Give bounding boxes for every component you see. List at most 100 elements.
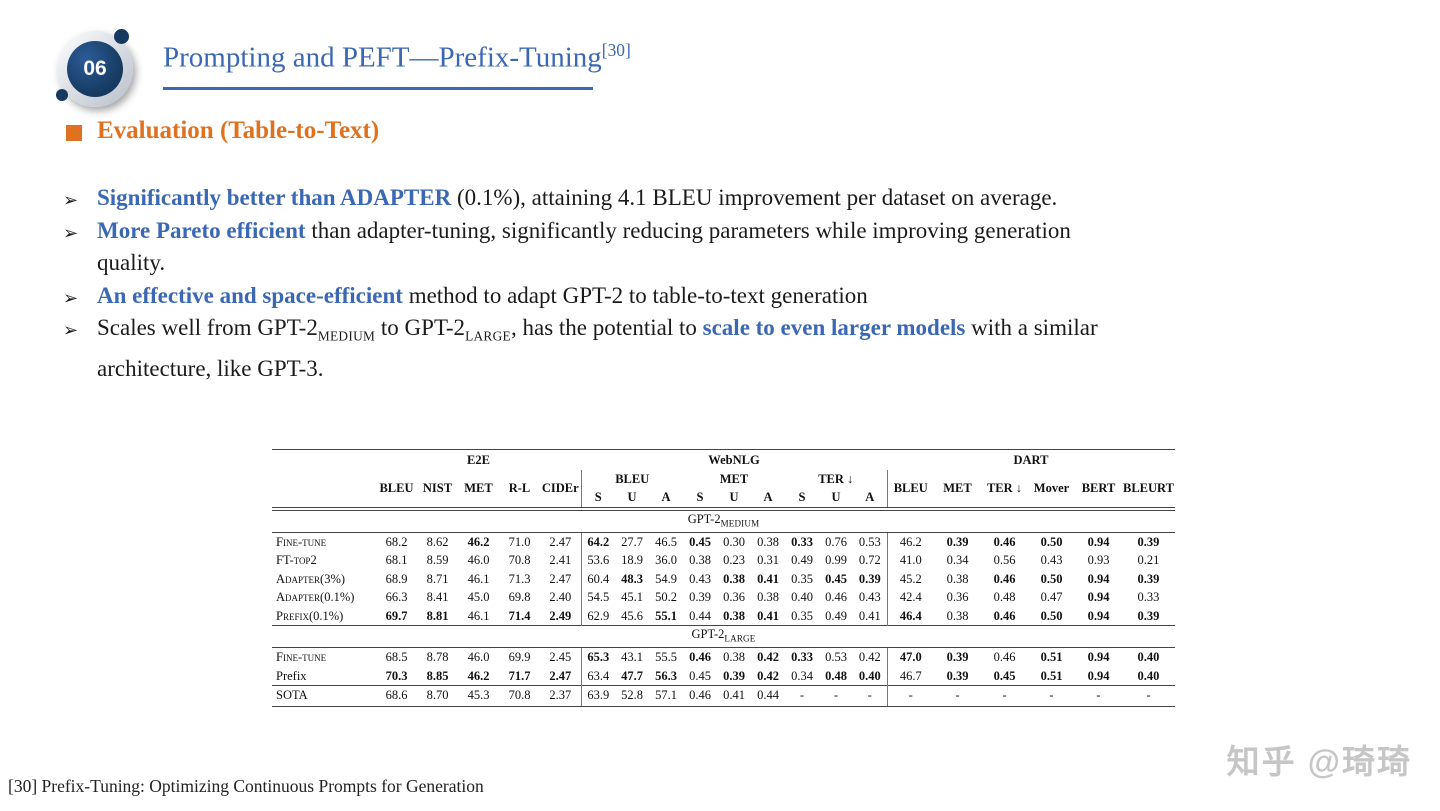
- data-cell: 0.41: [757, 608, 779, 623]
- slide-title: Prompting and PEFT—Prefix-Tuning[30]: [163, 40, 631, 75]
- bullet-text-segment: scale to even larger models: [702, 315, 966, 340]
- data-cell: 41.0: [886, 551, 934, 570]
- data-cell: 46.0: [467, 553, 490, 567]
- data-cell: 62.9: [580, 606, 615, 626]
- data-cell: 0.76: [825, 534, 847, 549]
- subcolumn-header: U: [615, 488, 649, 508]
- bullet-text-segment: More Pareto efficient: [97, 217, 306, 243]
- data-cell: 8.85: [426, 668, 449, 683]
- data-cell: 8.70: [417, 685, 458, 707]
- subcolumn-header: S: [785, 488, 819, 508]
- data-cell: 0.33: [791, 534, 813, 549]
- data-cell: 54.9: [655, 571, 677, 586]
- slide-title-text: Prompting and PEFT—Prefix-Tuning: [163, 41, 602, 74]
- data-cell: 0.38: [723, 571, 745, 586]
- data-cell: 0.34: [946, 553, 969, 567]
- title-underline: [163, 87, 593, 90]
- subcolumn-header: A: [853, 488, 887, 508]
- data-cell: 60.4: [580, 569, 615, 588]
- data-cell: 0.50: [1040, 608, 1063, 623]
- data-cell: 0.53: [858, 534, 881, 549]
- data-cell: 36.0: [655, 553, 677, 567]
- data-cell: 0.53: [825, 650, 847, 664]
- data-cell: 0.42: [858, 650, 881, 664]
- bullet-text-segment: An effective and space-efficient: [97, 282, 403, 308]
- data-cell: 0.39: [946, 650, 969, 664]
- data-cell: 66.3: [385, 590, 408, 604]
- data-cell: 27.7: [621, 534, 643, 549]
- model-section-label: GPT-2MEDIUM: [272, 509, 1175, 533]
- data-cell: 46.1: [467, 608, 490, 623]
- data-cell: 8.59: [426, 553, 449, 567]
- subcolumn-header: A: [649, 488, 683, 508]
- bullet-text-segment: architecture, like GPT-3.: [97, 356, 324, 382]
- data-cell: 0.56: [993, 553, 1016, 567]
- subcolumn-header: A: [751, 488, 785, 508]
- data-cell: 68.5: [385, 650, 408, 664]
- data-cell: 42.4: [886, 588, 934, 607]
- data-cell: 2.47: [549, 534, 572, 549]
- data-cell: 0.94: [1087, 668, 1110, 683]
- data-cell: 0.45: [993, 668, 1016, 683]
- data-cell: 0.94: [1087, 650, 1110, 664]
- column-group-label: E2E: [376, 449, 581, 470]
- data-cell: 0.45: [689, 534, 711, 549]
- data-cell: 47.7: [621, 668, 643, 683]
- data-cell: 0.39: [946, 534, 969, 549]
- slide-number-badge: 06: [53, 25, 143, 115]
- row-label: FT-top2: [276, 553, 317, 567]
- data-cell: -: [1028, 685, 1075, 707]
- bullet-arrow-icon: ➢: [63, 222, 79, 243]
- data-cell: 0.38: [757, 534, 779, 549]
- table-row: Prefix 70.3 8.85 46.2 71.7 2.47 63.4 47.7 56.3 0.…: [272, 666, 1175, 686]
- table-row: FT-top2 68.1 8.59 46.0 70.8 2.41 53.6 18.9 36.0 0…: [272, 551, 1175, 570]
- bullet-text-segment: Scales well from GPT-2: [97, 315, 318, 340]
- data-cell: 57.1: [649, 685, 683, 707]
- column-header: Mover: [1028, 469, 1075, 508]
- data-cell: 0.39: [946, 668, 969, 683]
- row-label: SOTA: [272, 685, 376, 707]
- data-cell: 0.72: [858, 553, 881, 567]
- column-group-label: WebNLG: [581, 449, 887, 470]
- data-cell: 68.2: [385, 534, 408, 549]
- data-cell: -: [934, 685, 981, 707]
- data-cell: 0.49: [791, 553, 813, 567]
- data-cell: 71.4: [508, 608, 531, 623]
- data-cell: 0.46: [683, 685, 717, 707]
- data-cell: 8.71: [426, 571, 449, 586]
- badge-core: 06: [67, 41, 123, 97]
- data-cell: 2.45: [549, 650, 572, 664]
- column-group-label: DART: [887, 449, 1175, 470]
- data-cell: 2.41: [549, 553, 572, 567]
- data-cell: 46.0: [467, 650, 490, 664]
- data-cell: 0.21: [1137, 553, 1160, 567]
- slide-number: 06: [83, 57, 107, 80]
- data-cell: 2.47: [549, 571, 572, 586]
- section-heading: Evaluation (Table-to-Text): [66, 117, 379, 145]
- model-size-subscript: MEDIUM: [720, 518, 760, 528]
- data-cell: -: [853, 685, 887, 707]
- data-cell: 0.51: [1040, 668, 1063, 683]
- data-cell: 0.35: [791, 571, 813, 586]
- data-cell: 64.2: [580, 532, 615, 551]
- bullet-text-segment: , has the potential to: [511, 315, 703, 340]
- data-cell: 0.50: [1040, 534, 1063, 549]
- subcolumn-header: U: [819, 488, 853, 508]
- data-cell: 2.47: [549, 668, 572, 683]
- data-cell: 54.5: [580, 588, 615, 607]
- data-cell: 50.2: [655, 590, 677, 604]
- data-cell: 70.8: [508, 553, 531, 567]
- model-section-label: GPT-2LARGE: [272, 625, 1175, 648]
- data-cell: 69.9: [508, 650, 531, 664]
- data-cell: 0.46: [993, 571, 1016, 586]
- badge-dot-bottom-left: [56, 89, 68, 101]
- bullet-text-segment: Significantly better than ADAPTER: [97, 185, 452, 210]
- bullet-text-segment: to GPT-2: [375, 315, 466, 340]
- corner-cell: [272, 449, 376, 470]
- data-cell: 52.8: [615, 685, 649, 707]
- model-section-row: GPT-2LARGE: [272, 625, 1175, 648]
- data-cell: 0.46: [689, 650, 711, 664]
- column-header: TER ↓: [818, 471, 854, 486]
- data-cell: 0.42: [757, 650, 779, 664]
- data-cell: 0.49: [825, 608, 847, 623]
